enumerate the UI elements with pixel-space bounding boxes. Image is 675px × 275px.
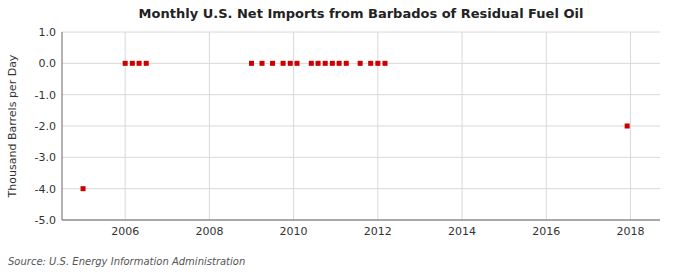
x-axis-line bbox=[62, 220, 660, 221]
y-tick-label: -5.0 bbox=[35, 214, 56, 227]
x-grid-line bbox=[546, 32, 547, 220]
point bbox=[288, 61, 293, 66]
x-grid-line bbox=[630, 32, 631, 220]
x-grid-line bbox=[293, 32, 294, 220]
point bbox=[330, 61, 335, 66]
y-tick-label: -4.0 bbox=[35, 183, 56, 196]
y-grid-line bbox=[62, 94, 660, 95]
point bbox=[368, 61, 373, 66]
point bbox=[344, 61, 349, 66]
point bbox=[375, 61, 380, 66]
point bbox=[144, 61, 149, 66]
y-axis-label: Thousand Barrels per Day bbox=[6, 54, 19, 198]
x-tick-label: 2010 bbox=[280, 225, 308, 238]
y-tick-label: -3.0 bbox=[35, 151, 56, 164]
point bbox=[323, 61, 328, 66]
x-grid-line bbox=[125, 32, 126, 220]
y-grid-line bbox=[62, 32, 660, 33]
point bbox=[316, 61, 321, 66]
y-grid-line bbox=[62, 126, 660, 127]
y-tick-label: 1.0 bbox=[39, 26, 57, 39]
point bbox=[137, 61, 142, 66]
y-grid-line bbox=[62, 157, 660, 158]
point bbox=[260, 61, 265, 66]
y-axis-line bbox=[62, 32, 63, 220]
x-grid-line bbox=[209, 32, 210, 220]
x-tick-label: 2012 bbox=[364, 225, 392, 238]
x-grid-line bbox=[377, 32, 378, 220]
point bbox=[270, 61, 275, 66]
title: Monthly U.S. Net Imports from Barbados o… bbox=[139, 6, 584, 21]
x-tick-label: 2014 bbox=[448, 225, 476, 238]
point bbox=[383, 61, 388, 66]
y-grid-line bbox=[62, 188, 660, 189]
x-grid-line bbox=[462, 32, 463, 220]
point bbox=[281, 61, 286, 66]
grid bbox=[62, 32, 660, 220]
point bbox=[358, 61, 363, 66]
point bbox=[309, 61, 314, 66]
point bbox=[625, 124, 630, 129]
x-tick-label: 2008 bbox=[195, 225, 223, 238]
x-tick-label: 2016 bbox=[532, 225, 560, 238]
points bbox=[81, 61, 630, 191]
x-tick-label: 2018 bbox=[617, 225, 645, 238]
point bbox=[249, 61, 254, 66]
y-tick-label: -1.0 bbox=[35, 89, 56, 102]
point bbox=[294, 61, 299, 66]
y-tick-label: -2.0 bbox=[35, 120, 56, 133]
y-grid-line bbox=[62, 220, 660, 221]
y-tick-label: 0.0 bbox=[39, 57, 57, 70]
point bbox=[81, 186, 86, 191]
point bbox=[337, 61, 342, 66]
x-tick-label: 2006 bbox=[111, 225, 139, 238]
chart: 1.0 0.0 -1.0 -2.0 -3.0 -4.0 -5.0 2006 2008 2010 20… bbox=[0, 0, 675, 275]
point bbox=[123, 61, 128, 66]
source-note: Source: U.S. Energy Information Administ… bbox=[8, 256, 245, 267]
point bbox=[130, 61, 135, 66]
